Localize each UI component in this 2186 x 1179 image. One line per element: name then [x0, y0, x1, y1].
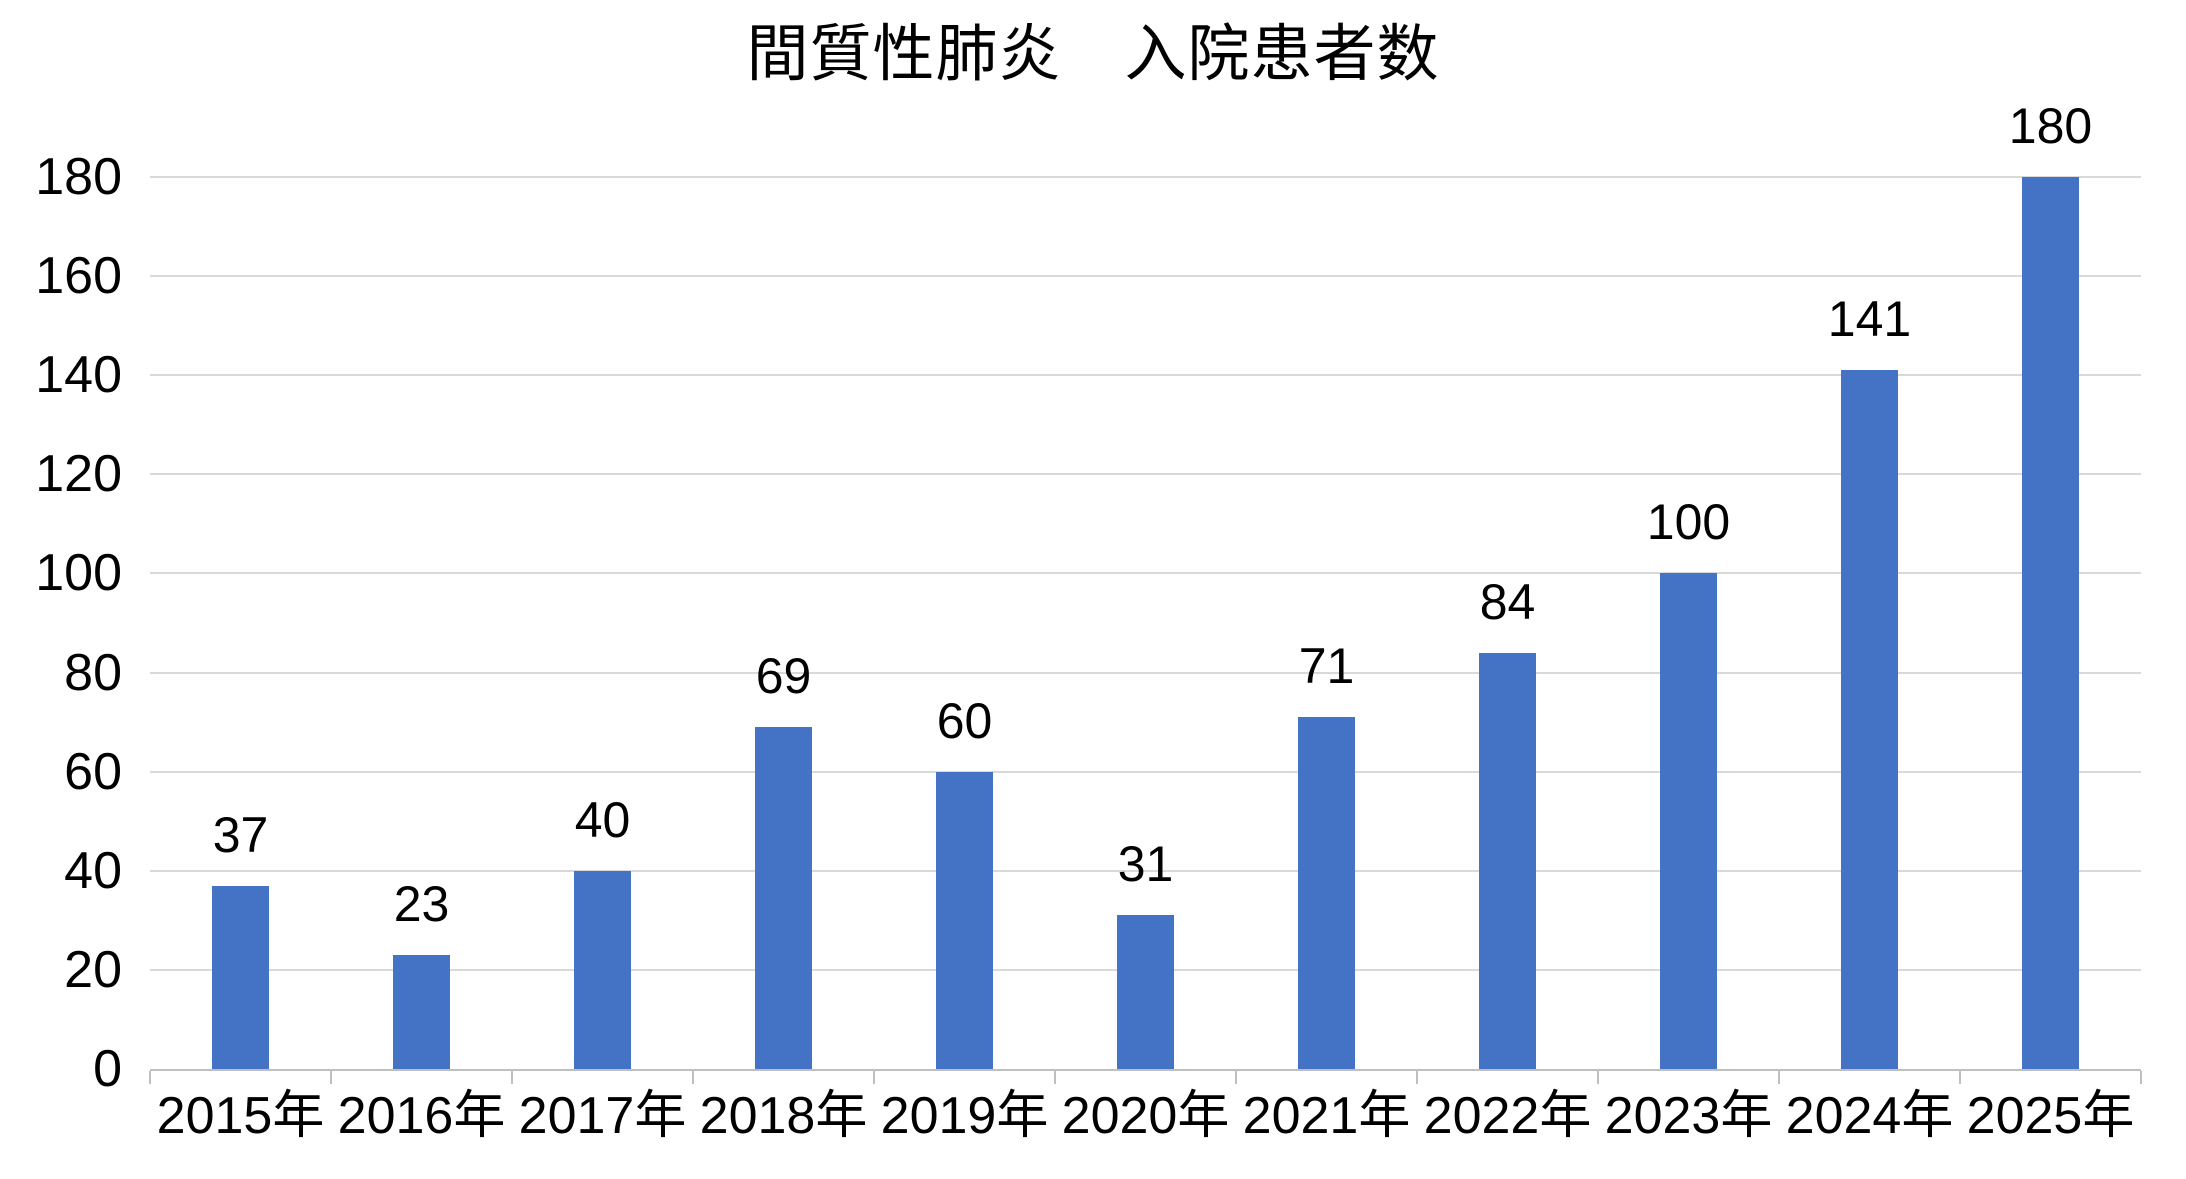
bar-value-label: 31 — [1117, 836, 1174, 893]
x-axis-tick-mark — [873, 1071, 875, 1084]
gridline — [150, 374, 2141, 377]
bar — [1479, 652, 1536, 1069]
x-axis-tick-mark — [1778, 1071, 1780, 1084]
x-axis-tick-label: 2025年 — [1966, 1087, 2135, 1145]
x-axis-tick-mark — [330, 1071, 332, 1084]
bar — [755, 727, 812, 1069]
gridline — [150, 473, 2141, 476]
bar-value-label: 141 — [1827, 291, 1912, 348]
gridline — [150, 671, 2141, 674]
bar-column: 69 — [693, 177, 874, 1069]
bar-column: 23 — [331, 177, 512, 1069]
bar — [1117, 915, 1174, 1069]
bar-column: 31 — [1055, 177, 1236, 1069]
bar-value-label: 100 — [1646, 494, 1731, 551]
y-axis-tick-label: 60 — [64, 742, 122, 801]
x-axis-line — [150, 1069, 2141, 1071]
y-axis-tick-label: 0 — [93, 1040, 122, 1098]
bar-value-label: 23 — [393, 876, 450, 933]
plot-area: 37 23 40 69 60 31 71 84 100 141 180 — [149, 101, 2142, 1084]
bar — [936, 771, 993, 1069]
y-axis-tick-label: 140 — [35, 346, 122, 405]
bar-value-label: 37 — [212, 806, 269, 863]
bar-value-label: 180 — [2008, 98, 2093, 154]
x-axis-tick-mark — [1416, 1071, 1418, 1084]
bar-column: 60 — [874, 177, 1055, 1069]
x-axis-tick-label: 2018年 — [699, 1087, 868, 1145]
x-axis-tick-label: 2024年 — [1785, 1087, 1954, 1145]
gridline — [150, 275, 2141, 278]
bar — [1660, 573, 1717, 1069]
bar-value-label: 71 — [1298, 638, 1355, 695]
bar-column: 100 — [1598, 177, 1779, 1069]
bar-value-label: 69 — [755, 648, 812, 705]
bar-column: 37 — [150, 177, 331, 1069]
gridline — [150, 572, 2141, 575]
bar-value-label: 40 — [574, 791, 631, 848]
x-axis-tick-label: 2019年 — [880, 1087, 1049, 1145]
bar — [2022, 177, 2079, 1069]
bar-column: 71 — [1236, 177, 1417, 1069]
y-axis-tick-label: 160 — [35, 247, 122, 306]
bar-column: 40 — [512, 177, 693, 1069]
gridline — [150, 770, 2141, 773]
bar-column: 141 — [1779, 177, 1960, 1069]
bar — [1841, 370, 1898, 1069]
x-axis-tick-label: 2021年 — [1242, 1087, 1411, 1145]
x-axis-tick-mark — [149, 1071, 151, 1084]
x-axis-tick-label: 2020年 — [1061, 1087, 1230, 1145]
x-axis-tick-mark — [2140, 1071, 2142, 1084]
gridline — [150, 176, 2141, 178]
chart-title: 間質性肺炎 入院患者数 — [746, 20, 1440, 89]
x-axis-tick-label: 2016年 — [337, 1087, 506, 1145]
x-axis-tick-mark — [511, 1071, 513, 1084]
bar — [574, 870, 631, 1069]
y-axis-tick-label: 180 — [35, 148, 122, 206]
bar — [1298, 717, 1355, 1069]
gridline — [150, 869, 2141, 872]
x-axis-tick-mark — [1959, 1071, 1961, 1084]
x-axis-tick-mark — [1235, 1071, 1237, 1084]
bar — [393, 955, 450, 1069]
x-axis-tick-mark — [1597, 1071, 1599, 1084]
bar-column: 180 — [1960, 101, 2141, 1069]
x-axis-tick-label: 2015年 — [156, 1087, 325, 1145]
x-axis-tick-mark — [692, 1071, 694, 1084]
y-axis-tick-label: 120 — [35, 445, 122, 504]
x-axis-tick-label: 2017年 — [518, 1087, 687, 1145]
y-axis-tick-label: 100 — [35, 544, 122, 603]
bar-value-label: 60 — [936, 692, 993, 749]
x-axis-tick-label: 2023年 — [1604, 1087, 1773, 1145]
x-axis-tick-label: 2022年 — [1423, 1087, 1592, 1145]
bar-value-label: 84 — [1479, 573, 1536, 630]
x-axis-tick-mark — [1054, 1071, 1056, 1084]
bar-column: 84 — [1417, 177, 1598, 1069]
y-axis-tick-label: 20 — [64, 940, 122, 999]
y-axis-tick-label: 40 — [64, 841, 122, 900]
y-axis-tick-label: 80 — [64, 643, 122, 702]
bar — [212, 885, 269, 1069]
